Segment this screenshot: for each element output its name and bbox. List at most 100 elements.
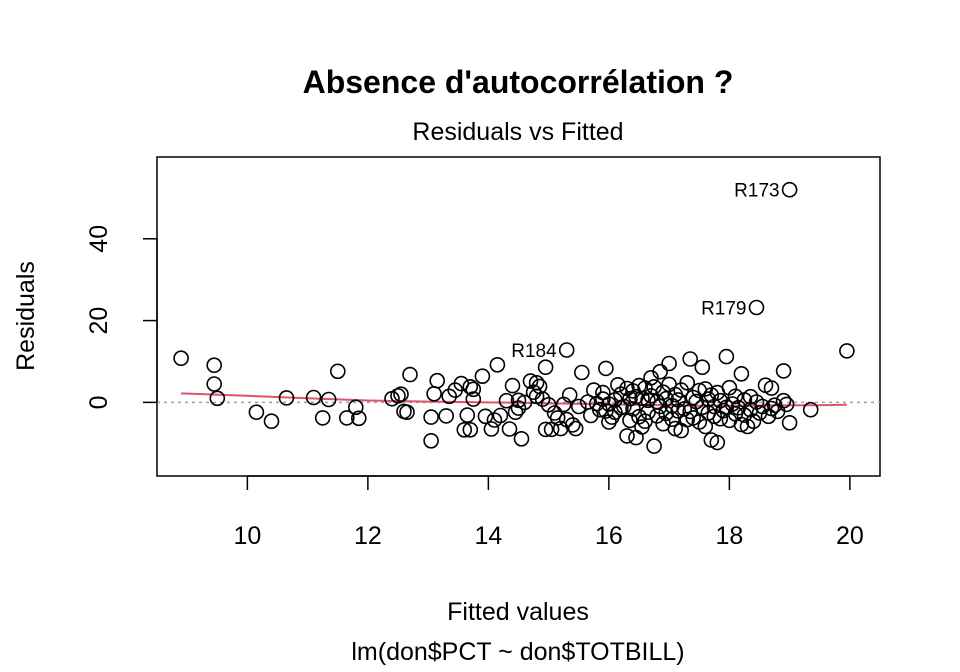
- data-point: [462, 378, 479, 395]
- data-point: [477, 408, 494, 425]
- data-point: [438, 408, 455, 424]
- data-point: [248, 404, 265, 421]
- data-point: [628, 388, 644, 405]
- data-point: [573, 364, 590, 381]
- data-point: [802, 401, 819, 418]
- data-point: [483, 421, 500, 437]
- outlier-labels: R173 R179 R184: [511, 181, 798, 362]
- data-point: [540, 396, 557, 413]
- data-point: [278, 390, 295, 406]
- data-point: [513, 430, 530, 447]
- data-point: [634, 390, 650, 407]
- x-tick-label: 14: [474, 522, 502, 550]
- y-axis: 0 20 40: [85, 225, 158, 409]
- data-point: [465, 391, 482, 407]
- data-point: [598, 403, 614, 419]
- data-point: [682, 351, 699, 367]
- outlier-point: [558, 342, 575, 358]
- data-point: [694, 399, 711, 416]
- data-point: [456, 421, 473, 438]
- data-point: [537, 421, 554, 438]
- data-point: [619, 428, 635, 444]
- data-point: [622, 390, 638, 407]
- data-point: [561, 387, 578, 403]
- data-point: [399, 404, 415, 421]
- data-point: [429, 372, 446, 389]
- data-point: [733, 365, 750, 382]
- data-point: [667, 420, 684, 437]
- data-point: [465, 381, 482, 398]
- y-tick-label: 20: [85, 307, 113, 335]
- data-point: [206, 357, 222, 374]
- data-point: [733, 416, 750, 433]
- data-point: [489, 356, 506, 373]
- data-point: [492, 407, 509, 424]
- data-point: [390, 387, 406, 404]
- data-point: [727, 388, 744, 405]
- data-point: [173, 350, 189, 367]
- data-point: [591, 401, 608, 418]
- data-point: [459, 407, 476, 423]
- data-point: [423, 409, 439, 425]
- data-point: [426, 385, 442, 402]
- data-point: [305, 389, 322, 406]
- data-point: [504, 377, 521, 394]
- data-point: [206, 376, 222, 392]
- data-point: [652, 363, 668, 380]
- y-axis-label: Residuals: [12, 261, 40, 371]
- data-point: [604, 409, 620, 425]
- data-point: [347, 399, 364, 416]
- data-point: [745, 413, 762, 430]
- data-point: [320, 391, 337, 408]
- data-point: [393, 386, 409, 403]
- data-point: [338, 410, 355, 426]
- data-point: [209, 390, 226, 407]
- data-point: [622, 412, 638, 429]
- data-point: [661, 355, 677, 372]
- x-axis: 10 12 14 16 18 20: [233, 475, 864, 550]
- data-point: [721, 379, 738, 396]
- outlier-label: R173: [734, 181, 779, 202]
- data-point: [402, 366, 418, 383]
- outlier-point: [781, 181, 798, 198]
- data-point: [649, 408, 665, 424]
- x-tick-label: 18: [715, 522, 743, 550]
- data-point: [625, 401, 641, 417]
- x-tick-label: 10: [233, 522, 261, 550]
- data-point: [564, 417, 581, 433]
- data-point: [778, 396, 795, 413]
- data-point: [350, 410, 367, 427]
- data-point: [646, 378, 662, 395]
- data-point: [314, 410, 331, 426]
- data-point: [694, 359, 711, 376]
- data-point: [775, 392, 792, 409]
- data-point: [498, 392, 515, 409]
- data-point: [763, 380, 780, 396]
- data-point: [646, 438, 662, 454]
- data-point: [839, 343, 855, 359]
- x-tick-label: 16: [595, 522, 623, 550]
- data-point: [474, 368, 491, 385]
- data-point: [263, 413, 280, 430]
- data-point: [598, 360, 614, 377]
- data-point: [534, 391, 551, 407]
- data-point: [510, 400, 527, 416]
- data-point: [640, 392, 656, 409]
- data-point: [516, 394, 533, 411]
- data-point: [679, 374, 696, 391]
- data-point: [610, 376, 626, 393]
- plot-frame: [156, 156, 881, 477]
- chart-title: Absence d'autocorrélation ?: [303, 64, 734, 100]
- data-point: [462, 421, 479, 438]
- data-point: [522, 373, 539, 389]
- data-point: [507, 404, 524, 421]
- data-point: [679, 411, 696, 428]
- data-point: [423, 432, 439, 449]
- data-point: [329, 363, 346, 380]
- data-point: [549, 410, 566, 426]
- data-point: [709, 434, 726, 451]
- data-point: [775, 363, 792, 379]
- outlier-point: [748, 299, 765, 316]
- y-tick-label: 0: [85, 395, 113, 409]
- data-point: [628, 429, 644, 446]
